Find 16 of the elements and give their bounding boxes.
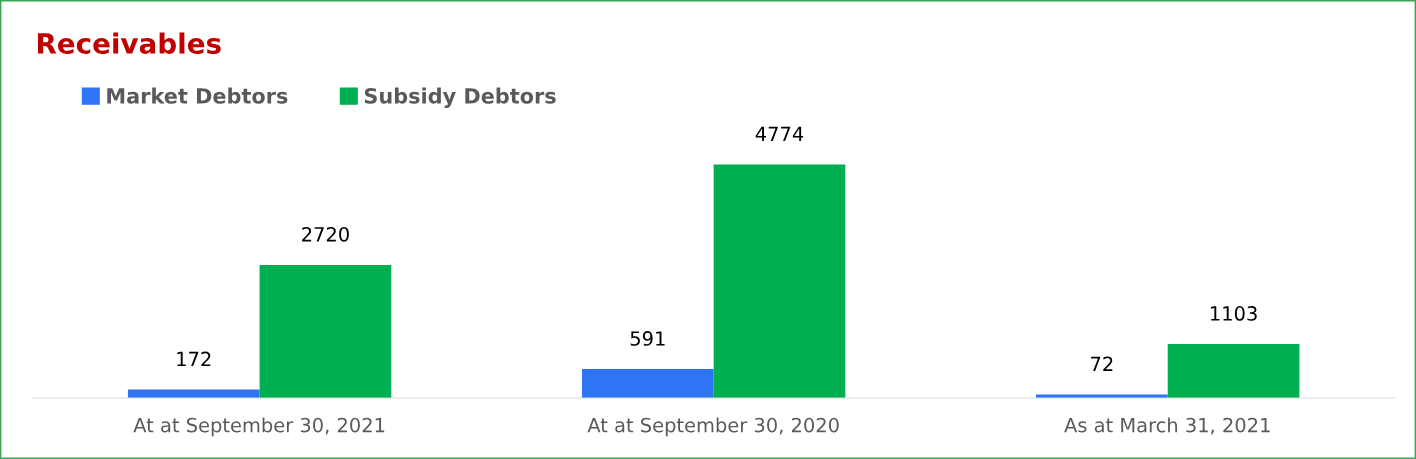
chart-title: Receivables (37, 32, 221, 54)
x-tick-label: As at March 31, 2021 (1064, 417, 1270, 435)
data-label: 4774 (755, 126, 804, 141)
bar (713, 164, 846, 398)
bar (1167, 344, 1300, 398)
data-label: 2720 (302, 226, 349, 242)
data-label: 591 (630, 331, 665, 346)
data-label: 1103 (1210, 306, 1257, 321)
x-tick-label: At at September 30, 2021 (133, 417, 385, 437)
data-label: 172 (177, 351, 211, 367)
x-tick-label: At at September 30, 2020 (587, 417, 839, 437)
bar (259, 264, 392, 398)
legend-label: Subsidy Debtors (364, 87, 556, 108)
bar (581, 369, 714, 398)
data-label: 72 (1091, 356, 1113, 371)
legend-label: Market Debtors (107, 87, 288, 104)
